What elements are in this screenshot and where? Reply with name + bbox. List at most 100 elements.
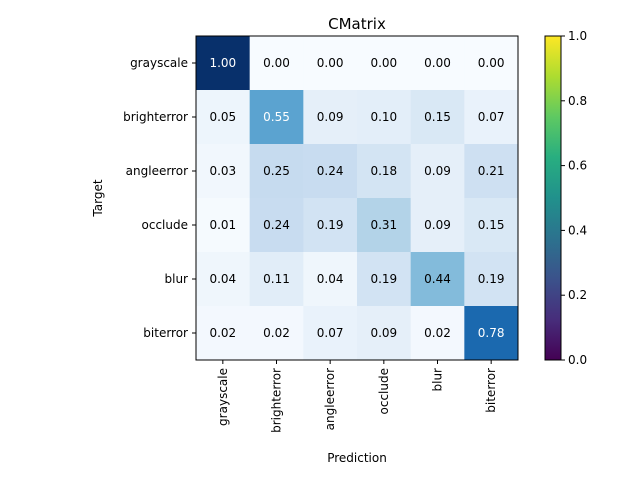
heatmap-cell [303, 252, 358, 307]
cell-value-label: 0.00 [370, 56, 397, 70]
cell-value-label: 0.02 [209, 326, 236, 340]
heatmap-cells [196, 36, 519, 361]
heatmap-cell [303, 144, 358, 199]
heatmap-frame [195, 35, 519, 361]
heatmap-cell [303, 306, 358, 361]
cell-value-label: 0.09 [317, 110, 344, 124]
heatmap-cell [464, 36, 519, 91]
cell-value-label: 0.04 [209, 272, 236, 286]
heatmap-cell [303, 198, 358, 253]
heatmap-cell [410, 144, 465, 199]
cell-value-label: 0.15 [478, 218, 505, 232]
x-tick-label: biterror [484, 368, 498, 413]
heatmap-cell [410, 90, 465, 145]
cell-value-label: 0.11 [263, 272, 290, 286]
x-tick-label: blur [431, 368, 445, 392]
cell-value-label: 0.09 [424, 164, 451, 178]
cell-value-label: 0.05 [209, 110, 236, 124]
cell-value-label: 0.09 [424, 218, 451, 232]
cell-value-label: 0.24 [263, 218, 290, 232]
cell-value-label: 0.00 [317, 56, 344, 70]
heatmap-cell [357, 306, 412, 361]
heatmap-cell [357, 198, 412, 253]
cell-value-label: 0.44 [424, 272, 451, 286]
cell-value-label: 0.19 [478, 272, 505, 286]
x-tick-label: occlude [377, 368, 391, 414]
cell-value-label: 0.78 [478, 326, 505, 340]
x-tick-label: brighterror [270, 368, 284, 433]
heatmap-cell [410, 36, 465, 91]
cell-value-label: 0.31 [370, 218, 397, 232]
colorbar-tick-label: 0.2 [568, 288, 587, 302]
heatmap-cell [357, 252, 412, 307]
cell-value-label: 0.00 [478, 56, 505, 70]
cell-value-label: 0.01 [209, 218, 236, 232]
heatmap-cell [249, 306, 304, 361]
cell-value-label: 0.24 [317, 164, 344, 178]
heatmap-cell [196, 198, 251, 253]
cell-value-label: 0.21 [478, 164, 505, 178]
y-tick-label: blur [165, 272, 189, 286]
colorbar-tick-label: 0.0 [568, 353, 587, 367]
cell-value-label: 0.55 [263, 110, 290, 124]
colorbar-tick-label: 0.4 [568, 223, 587, 237]
x-axis-label: Prediction [327, 451, 387, 465]
cell-value-label: 0.19 [370, 272, 397, 286]
heatmap-cell [249, 144, 304, 199]
heatmap-cell [196, 252, 251, 307]
cell-value-label: 0.25 [263, 164, 290, 178]
heatmap-cell [410, 252, 465, 307]
y-axis-ticks: grayscale brighterror angleerror occlude blu… [123, 56, 196, 340]
heatmap-cell [410, 198, 465, 253]
heatmap-cell [249, 90, 304, 145]
colorbar-tick-label: 0.6 [568, 159, 587, 173]
heatmap-cell [357, 36, 412, 91]
colorbar-tick-label: 0.8 [568, 94, 587, 108]
cell-value-label: 0.02 [263, 326, 290, 340]
cell-value-label: 0.19 [317, 218, 344, 232]
heatmap-cell [464, 306, 519, 361]
colorbar [545, 36, 561, 360]
x-tick-label: grayscale [216, 368, 230, 426]
heatmap-cell [303, 90, 358, 145]
heatmap-cell [249, 252, 304, 307]
heatmap-cell [410, 306, 465, 361]
cell-value-label: 0.10 [370, 110, 397, 124]
heatmap-cell [464, 198, 519, 253]
cell-value-label: 0.03 [209, 164, 236, 178]
y-axis-label: Target [91, 179, 105, 217]
y-tick-label: occlude [142, 218, 188, 232]
y-tick-label: brighterror [123, 110, 188, 124]
y-tick-label: angleerror [126, 164, 188, 178]
cell-value-label: 0.07 [317, 326, 344, 340]
heatmap-cell [357, 90, 412, 145]
heatmap-cell [249, 36, 304, 91]
heatmap-cell [196, 90, 251, 145]
cell-value-label: 0.07 [478, 110, 505, 124]
chart-title: CMatrix [328, 15, 386, 33]
cell-value-label: 0.15 [424, 110, 451, 124]
colorbar-tick-label: 1.0 [568, 29, 587, 43]
heatmap-cell [464, 144, 519, 199]
heatmap-cell-labels: 1.00 0.00 0.00 0.00 0.00 0.00 0.05 0.55 0.09 0.10… [209, 56, 504, 340]
cell-value-label: 0.00 [424, 56, 451, 70]
y-tick-label: biterror [143, 326, 188, 340]
heatmap-cell [464, 252, 519, 307]
heatmap-cell [196, 36, 251, 91]
heatmap-cell [303, 36, 358, 91]
colorbar-frame [544, 35, 562, 361]
cell-value-label: 0.09 [370, 326, 397, 340]
x-tick-label: angleerror [323, 368, 337, 430]
cell-value-label: 0.00 [263, 56, 290, 70]
cell-value-label: 0.04 [317, 272, 344, 286]
heatmap-cell [464, 90, 519, 145]
heatmap-cell [357, 144, 412, 199]
x-axis-ticks: grayscale brighterror angleerror occlude blu… [216, 360, 498, 433]
cell-value-label: 0.02 [424, 326, 451, 340]
cell-value-label: 1.00 [209, 56, 236, 70]
colorbar-ticks: 0.0 0.2 0.4 0.6 0.8 1.0 [561, 29, 587, 367]
heatmap-cell [249, 198, 304, 253]
heatmap-cell [196, 144, 251, 199]
cell-value-label: 0.18 [370, 164, 397, 178]
